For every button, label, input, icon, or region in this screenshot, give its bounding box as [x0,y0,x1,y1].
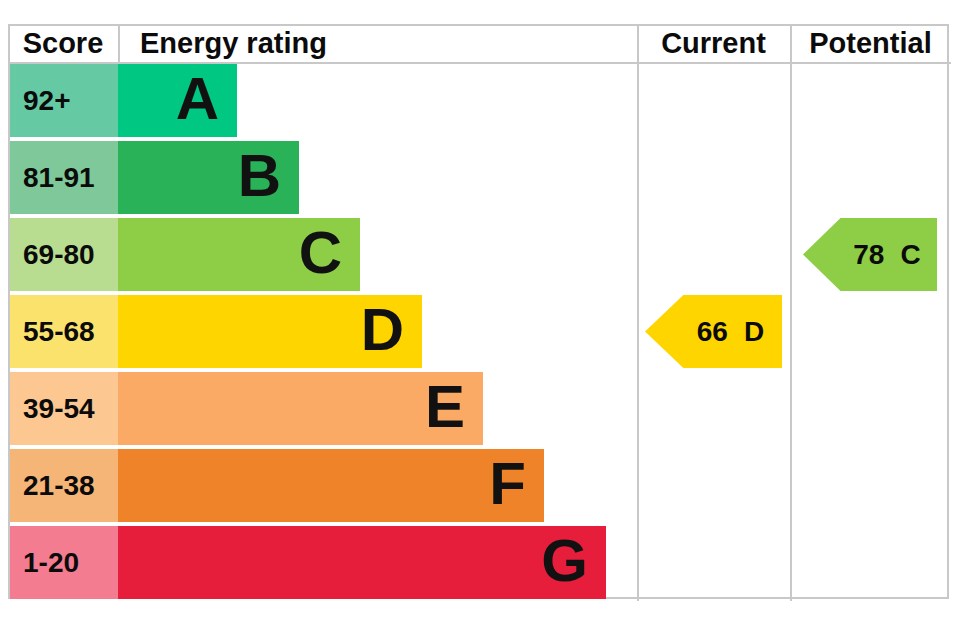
divider-score-column [118,24,120,62]
rating-letter: G [541,531,588,591]
band-row: 69-80 C [10,218,360,291]
score-cell: 92+ [10,64,118,137]
potential-rating-label: 78 C [819,239,920,271]
score-cell: 39-54 [10,372,118,445]
score-cell: 55-68 [10,295,118,368]
band-row: 39-54 E [10,372,483,445]
header-potential: Potential [790,24,951,62]
score-range-label: 55-68 [23,316,95,348]
band-row: 21-38 F [10,449,544,522]
band-row: 55-68 D [10,295,422,368]
rating-bar: B [118,141,299,214]
score-range-label: 21-38 [23,470,95,502]
band-row: 1-20 G [10,526,606,599]
header-energy-rating: Energy rating [118,24,637,62]
header-row: Score Energy rating Current Potential [8,24,951,62]
score-cell: 1-20 [10,526,118,599]
rating-bar: D [118,295,422,368]
score-range-label: 1-20 [23,547,79,579]
epc-rating-chart: Score Energy rating Current Potential 92… [0,0,970,626]
band-row: 92+ A [10,64,237,137]
score-range-label: 69-80 [23,239,95,271]
score-range-label: 92+ [23,85,71,117]
score-range-label: 39-54 [23,393,95,425]
rating-bar: E [118,372,483,445]
score-cell: 69-80 [10,218,118,291]
current-rating-letter: D [744,316,764,348]
rating-bar: C [118,218,360,291]
potential-rating-value: 78 [853,239,884,271]
rating-bar: A [118,64,237,137]
potential-rating-letter: C [900,239,920,271]
rating-letter: A [176,69,219,129]
current-rating-label: 66 D [663,316,764,348]
rating-letter: B [238,146,281,206]
divider-current-column [637,24,639,601]
rating-letter: E [425,377,465,437]
header-score: Score [8,24,118,62]
band-row: 81-91 B [10,141,299,214]
score-cell: 81-91 [10,141,118,214]
current-rating-value: 66 [697,316,728,348]
rating-letter: D [361,300,404,360]
score-range-label: 81-91 [23,162,95,194]
rating-bar: F [118,449,544,522]
rating-letter: F [489,454,526,514]
rating-letter: C [299,223,342,283]
divider-potential-column [790,24,792,601]
score-cell: 21-38 [10,449,118,522]
header-current: Current [637,24,790,62]
rating-bar: G [118,526,606,599]
